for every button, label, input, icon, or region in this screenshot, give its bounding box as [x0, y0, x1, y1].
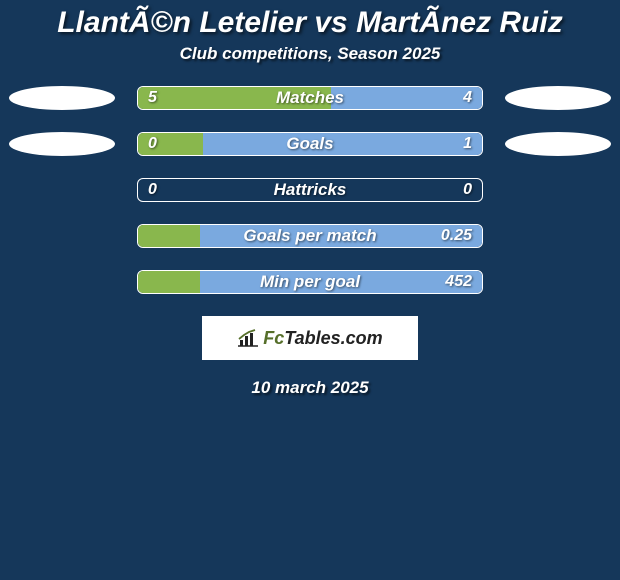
- bar-right-fill: [331, 87, 482, 109]
- bar-left-fill: [138, 225, 200, 247]
- page-title: LlantÃ©n Letelier vs MartÃ­nez Ruiz: [0, 0, 620, 44]
- player-left-marker: [9, 86, 115, 110]
- logo-text: FcTables.com: [263, 328, 382, 349]
- spacer: [505, 178, 611, 202]
- bar-chart-icon: [237, 329, 259, 347]
- player-right-marker: [505, 86, 611, 110]
- stat-value-right: 4: [463, 87, 472, 109]
- stat-bar: 0.25Goals per match: [137, 224, 483, 248]
- bar-left-fill: [138, 271, 200, 293]
- stat-row: 54Matches: [0, 86, 620, 110]
- stat-value-right: 0: [463, 179, 472, 201]
- stat-row: 01Goals: [0, 132, 620, 156]
- stat-bar: 0 0Hattricks: [137, 178, 483, 202]
- stat-bar: 54Matches: [137, 86, 483, 110]
- player-left-marker: [9, 132, 115, 156]
- bar-right-fill: [200, 225, 482, 247]
- stat-value-left: 0: [148, 133, 157, 155]
- page-subtitle: Club competitions, Season 2025: [0, 44, 620, 86]
- player-right-marker: [505, 132, 611, 156]
- stat-value-left: 0: [148, 179, 157, 201]
- stat-row: 452Min per goal: [0, 270, 620, 294]
- bar-right-fill: [200, 271, 482, 293]
- stat-row: 0 0Hattricks: [0, 178, 620, 202]
- spacer: [505, 270, 611, 294]
- stat-value-left: 5: [148, 87, 157, 109]
- date-label: 10 march 2025: [0, 378, 620, 398]
- spacer: [9, 224, 115, 248]
- stat-row: 0.25Goals per match: [0, 224, 620, 248]
- stat-rows: 54Matches01Goals00Hattricks0.25Goals per…: [0, 86, 620, 294]
- stat-bar: 01Goals: [137, 132, 483, 156]
- spacer: [9, 270, 115, 294]
- bar-left-fill: [138, 87, 331, 109]
- spacer: [9, 178, 115, 202]
- stat-label: Hattricks: [138, 179, 482, 201]
- stat-value-right: 0.25: [441, 225, 472, 247]
- stat-bar: 452Min per goal: [137, 270, 483, 294]
- stat-value-right: 1: [463, 133, 472, 155]
- fctables-logo: FcTables.com: [202, 316, 418, 360]
- stat-value-right: 452: [445, 271, 472, 293]
- bar-right-fill: [203, 133, 482, 155]
- spacer: [505, 224, 611, 248]
